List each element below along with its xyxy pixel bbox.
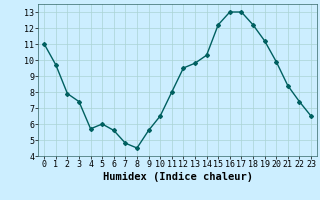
X-axis label: Humidex (Indice chaleur): Humidex (Indice chaleur): [103, 172, 252, 182]
